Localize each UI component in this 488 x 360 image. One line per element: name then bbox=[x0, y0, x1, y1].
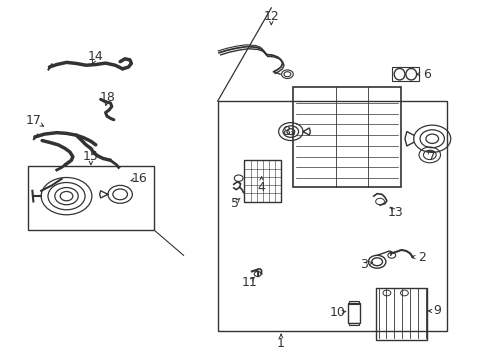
Text: 7: 7 bbox=[427, 150, 435, 163]
Text: 4: 4 bbox=[257, 181, 265, 194]
Text: 17: 17 bbox=[26, 114, 41, 127]
Bar bbox=[27, 166, 154, 230]
Text: 16: 16 bbox=[132, 172, 147, 185]
Bar bbox=[244, 160, 281, 202]
Text: 11: 11 bbox=[241, 276, 257, 289]
Text: 8: 8 bbox=[282, 125, 289, 138]
Bar bbox=[391, 67, 418, 81]
Text: 13: 13 bbox=[387, 206, 403, 219]
Text: 3: 3 bbox=[359, 258, 367, 271]
Text: 18: 18 bbox=[100, 91, 116, 104]
Bar bbox=[375, 288, 427, 339]
Text: 5: 5 bbox=[230, 197, 238, 210]
Text: 10: 10 bbox=[328, 306, 345, 319]
Text: 9: 9 bbox=[432, 305, 440, 318]
Bar bbox=[348, 301, 358, 304]
Bar bbox=[217, 101, 446, 330]
Bar bbox=[347, 303, 359, 323]
Text: 12: 12 bbox=[263, 10, 279, 23]
Text: 15: 15 bbox=[83, 150, 99, 163]
Bar bbox=[348, 323, 358, 325]
Text: 14: 14 bbox=[88, 50, 103, 63]
Text: 1: 1 bbox=[277, 337, 285, 350]
Bar bbox=[293, 87, 400, 187]
Text: 2: 2 bbox=[418, 251, 426, 264]
Text: 6: 6 bbox=[423, 68, 430, 81]
